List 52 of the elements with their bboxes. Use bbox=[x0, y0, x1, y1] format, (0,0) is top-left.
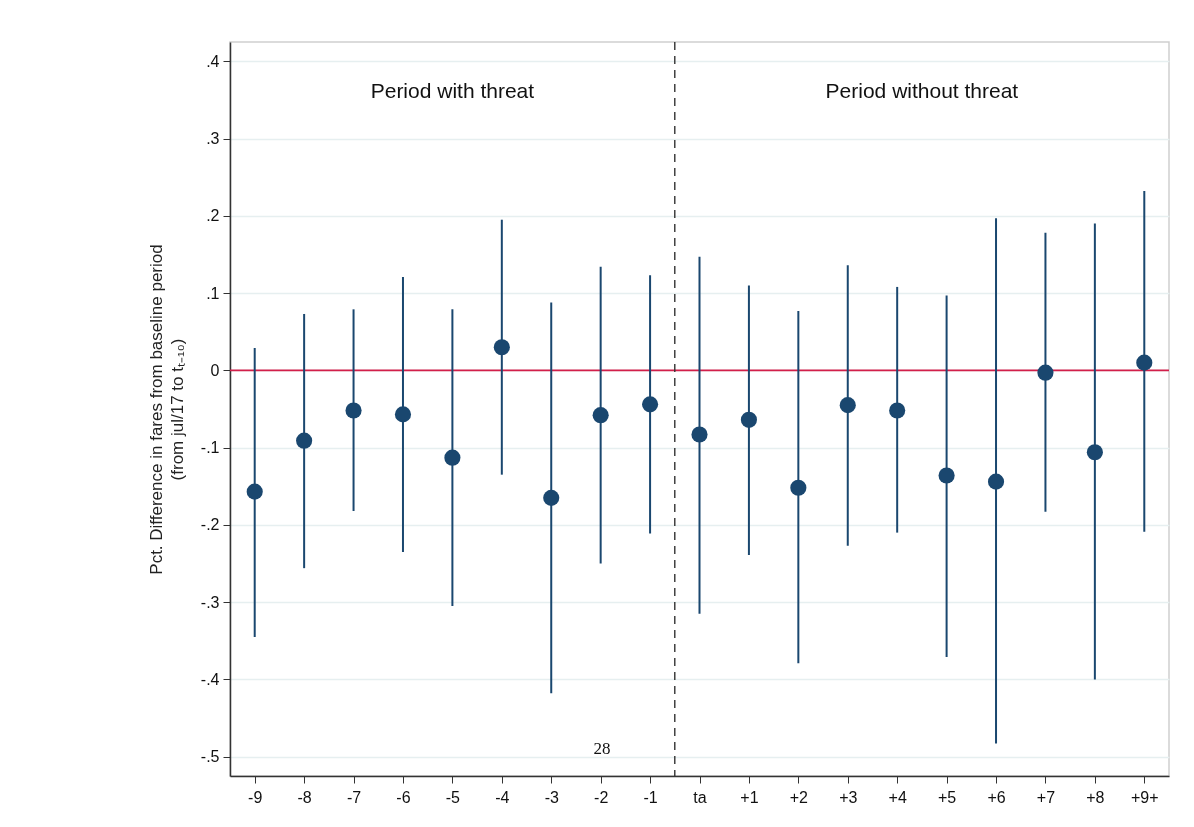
x-tick-label: -5 bbox=[445, 788, 461, 806]
x-tick-label: +1 bbox=[740, 788, 759, 806]
y-tick-label: .1 bbox=[206, 284, 220, 302]
y-tick-label: 0 bbox=[210, 361, 220, 379]
point bbox=[987, 473, 1005, 490]
x-tick-label: -6 bbox=[396, 788, 411, 806]
y-tick-label: -.1 bbox=[200, 439, 220, 457]
point bbox=[642, 396, 659, 413]
point bbox=[1037, 364, 1054, 381]
x-tick-label: -4 bbox=[495, 788, 510, 806]
x-tick-label: +6 bbox=[987, 788, 1006, 806]
x-tick-label: -2 bbox=[594, 788, 609, 806]
point bbox=[740, 411, 757, 428]
x-tick-label: +8 bbox=[1086, 788, 1105, 806]
y-axis-title: Pct. Difference in fares from baseline period (from jul/17 to tₜ₋₁₀) bbox=[146, 244, 187, 575]
point bbox=[1136, 354, 1153, 371]
point bbox=[444, 449, 461, 466]
y-tick-label: -.5 bbox=[200, 748, 220, 766]
point bbox=[543, 489, 560, 506]
point bbox=[889, 402, 906, 419]
x-tick-label: -8 bbox=[297, 788, 312, 806]
x-tick-label: -3 bbox=[544, 788, 559, 806]
x-tick-label: -1 bbox=[643, 788, 658, 806]
x-tick-label: -7 bbox=[346, 788, 362, 806]
point bbox=[691, 426, 708, 443]
x-tick-label: +9+ bbox=[1130, 788, 1159, 806]
y-tick-label: -.3 bbox=[200, 593, 220, 611]
point bbox=[345, 402, 362, 419]
y-tick-label: .2 bbox=[206, 207, 220, 225]
point bbox=[1086, 444, 1103, 461]
point bbox=[394, 406, 412, 423]
x-tick-label: +5 bbox=[937, 788, 957, 806]
point bbox=[839, 397, 856, 414]
y-tick-label: -.2 bbox=[200, 516, 220, 534]
annotation: Period with threat bbox=[370, 79, 535, 102]
y-tick-label: .4 bbox=[206, 52, 220, 70]
point bbox=[296, 432, 313, 449]
point bbox=[938, 467, 955, 484]
x-tick-label: +7 bbox=[1036, 788, 1056, 806]
point bbox=[246, 483, 263, 500]
point bbox=[493, 339, 510, 356]
x-tick-label: -9 bbox=[248, 788, 263, 806]
annotation: Period without threat bbox=[825, 79, 1019, 102]
annotation: 28 bbox=[593, 739, 611, 758]
x-tick-label: +3 bbox=[839, 788, 858, 806]
x-tick-label: +2 bbox=[789, 788, 809, 806]
point bbox=[592, 407, 609, 424]
x-tick-label: +4 bbox=[888, 788, 907, 806]
point bbox=[790, 479, 807, 496]
x-tick-label: ta bbox=[693, 788, 707, 806]
y-tick-label: .3 bbox=[206, 130, 220, 148]
y-tick-label: -.4 bbox=[200, 670, 220, 688]
